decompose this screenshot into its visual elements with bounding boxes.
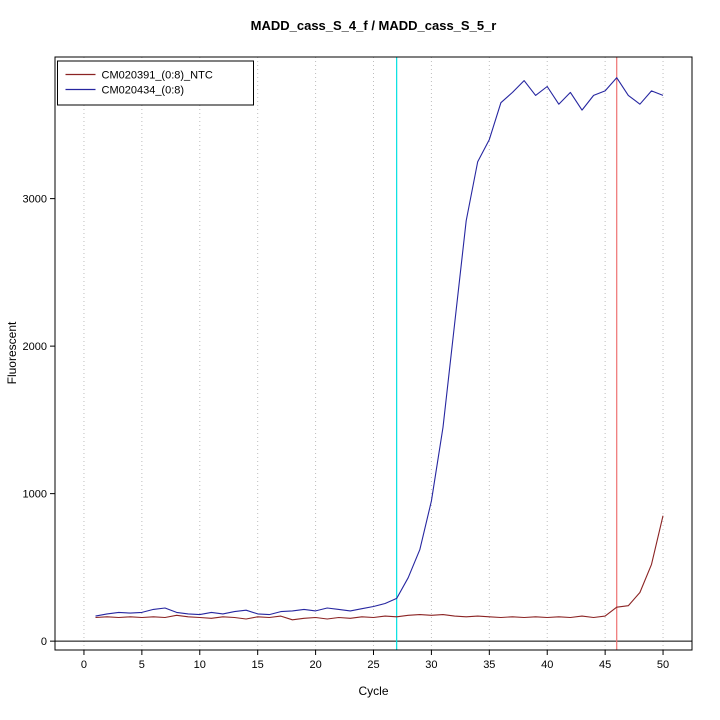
series-line-1 [95, 77, 664, 617]
x-tick-label-0: 0 [81, 659, 87, 671]
y-tick-label-1000: 1000 [23, 489, 47, 501]
x-tick-label-50: 50 [657, 659, 669, 671]
x-tick-label-40: 40 [541, 659, 553, 671]
x-tick-label-25: 25 [367, 659, 379, 671]
y-tick-label-2000: 2000 [23, 341, 47, 353]
legend-label-1: CM020434_(0:8) [102, 85, 185, 97]
legend-label-0: CM020391_(0:8)_NTC [102, 70, 213, 82]
legend-box [57, 60, 254, 106]
x-tick-label-15: 15 [252, 659, 264, 671]
x-tick-label-35: 35 [483, 659, 495, 671]
legend: CM020391_(0:8)_NTC CM020434_(0:8) [57, 60, 254, 106]
x-tick-label-20: 20 [309, 659, 321, 671]
y-tick-label-0: 0 [41, 636, 47, 648]
x-axis-label: Cycle [358, 684, 389, 698]
series-line-0 [95, 515, 664, 621]
x-tick-label-30: 30 [425, 659, 437, 671]
x-tick-label-5: 5 [139, 659, 145, 671]
x-tick-label-10: 10 [194, 659, 206, 671]
x-tick-label-45: 45 [599, 659, 611, 671]
y-tick-label-3000: 3000 [23, 194, 47, 206]
chart-title: MADD_cass_S_4_f / MADD_cass_S_5_r [250, 18, 497, 33]
